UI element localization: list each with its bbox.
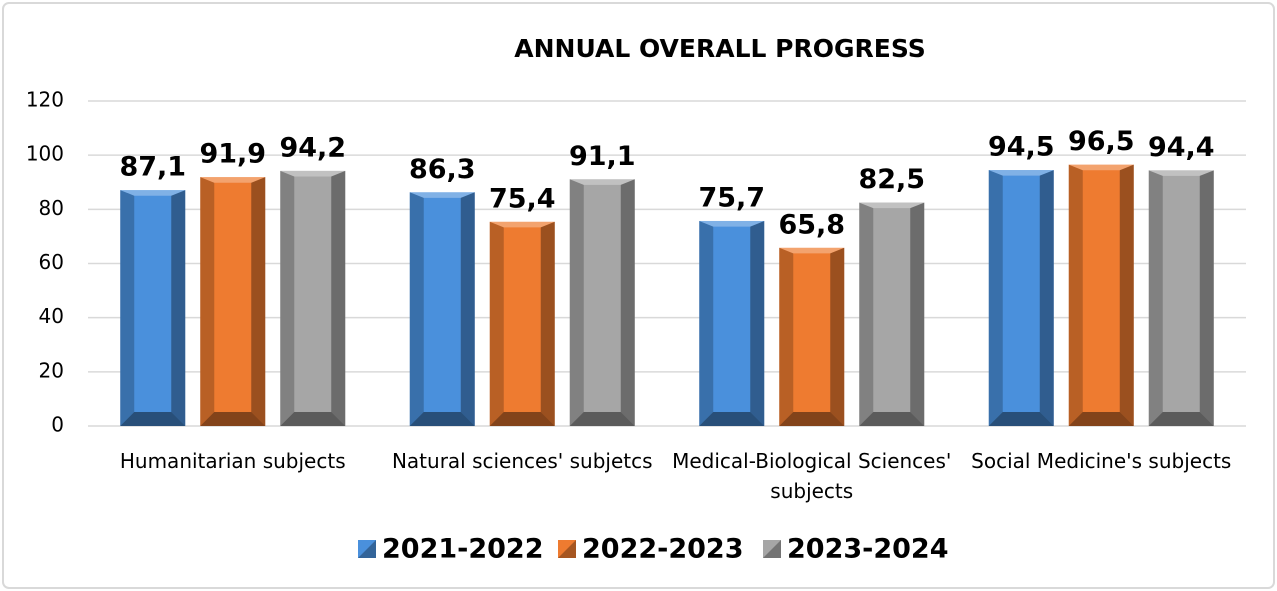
- bar-bevel-top: [569, 179, 635, 185]
- bar-bevel-bottom: [1068, 412, 1134, 426]
- data-label: 75,4: [489, 183, 556, 214]
- x-tick-label: Medical-Biological Sciences' subjects: [672, 449, 952, 503]
- legend-label: 2022-2023: [582, 534, 744, 565]
- chart-title: ANNUAL OVERALL PROGRESS: [514, 34, 925, 63]
- bar: [280, 170, 346, 426]
- bar-bevel-right: [460, 192, 475, 426]
- bar-bevel-bottom: [569, 412, 635, 426]
- bar-bevel-bottom: [1148, 412, 1214, 426]
- legend-label: 2021-2022: [382, 534, 544, 565]
- bar: [409, 192, 475, 426]
- legend-swatch-shade: [558, 540, 576, 558]
- data-label: 87,1: [119, 152, 186, 183]
- data-label: 65,8: [778, 209, 845, 240]
- bar: [1148, 170, 1214, 426]
- bar-bevel-right: [910, 202, 925, 426]
- bar-bevel-top: [280, 170, 346, 177]
- y-tick-label: 20: [39, 358, 64, 382]
- bar-bevel-left: [280, 170, 295, 426]
- bar: [699, 220, 765, 426]
- bar: [779, 247, 845, 426]
- bar-bevel-top: [1148, 170, 1214, 176]
- legend-swatch: [558, 540, 576, 558]
- bar-bevel-right: [540, 221, 555, 426]
- bar-bevel-right: [1119, 164, 1134, 427]
- legend-swatch-shade: [763, 540, 781, 558]
- data-label: 91,9: [199, 139, 266, 170]
- bar-bevel-bottom: [859, 412, 925, 426]
- bar: [200, 177, 266, 426]
- bar-bevel-top: [1068, 164, 1134, 171]
- legend-swatch: [358, 540, 376, 558]
- y-tick-label: 80: [39, 196, 64, 220]
- bar-bevel-bottom: [280, 412, 346, 426]
- bar-bevel-left: [200, 177, 215, 426]
- bar-bevel-bottom: [779, 412, 845, 426]
- bar-bevel-right: [1039, 170, 1054, 426]
- bar-bevel-top: [200, 177, 266, 183]
- bar-bevel-bottom: [409, 412, 475, 426]
- bar-bevel-right: [331, 170, 346, 426]
- bar: [859, 202, 925, 426]
- bar-bevel-top: [409, 192, 475, 198]
- data-label: 94,4: [1148, 132, 1215, 163]
- bar-bevel-right: [251, 177, 266, 426]
- y-tick-label: 100: [26, 142, 64, 166]
- bar-bevel-left: [1068, 164, 1083, 427]
- bar-bevel-left: [699, 220, 714, 426]
- bar-bevel-top: [120, 190, 186, 196]
- bar-bevel-left: [859, 202, 874, 426]
- y-tick-label: 60: [39, 250, 64, 274]
- bar-bevel-right: [750, 220, 765, 426]
- bar-bevel-top: [859, 202, 925, 209]
- y-tick-label: 0: [51, 413, 64, 437]
- data-label: 96,5: [1068, 126, 1135, 157]
- bar-bevel-left: [489, 221, 504, 426]
- bar-bevel-left: [988, 170, 1003, 426]
- bar: [988, 170, 1054, 426]
- bar-bevel-left: [569, 179, 584, 426]
- bar: [1068, 164, 1134, 427]
- legend-label: 2023-2024: [787, 534, 949, 565]
- data-label: 94,5: [988, 132, 1055, 163]
- legend-swatch: [763, 540, 781, 558]
- bar-bevel-bottom: [988, 412, 1054, 426]
- bar-bevel-top: [988, 170, 1054, 176]
- bar: [120, 190, 186, 426]
- bar-bevel-left: [409, 192, 424, 426]
- bar-bevel-right: [830, 247, 845, 426]
- bar-bevel-bottom: [699, 412, 765, 426]
- bar-bevel-top: [489, 221, 555, 228]
- bar-bevel-bottom: [120, 412, 186, 426]
- bar-bevel-right: [620, 179, 635, 426]
- bar: [489, 221, 555, 426]
- bar-bevel-left: [1148, 170, 1163, 426]
- bar-bevel-left: [120, 190, 135, 426]
- bar: [569, 179, 635, 426]
- bar-bevel-right: [171, 190, 186, 426]
- bar-bevel-bottom: [489, 412, 555, 426]
- bar-bevel-left: [779, 247, 794, 426]
- data-label: 75,7: [698, 182, 765, 213]
- y-tick-label: 40: [39, 304, 64, 328]
- x-tick-label: Natural sciences' subjetcs: [391, 449, 653, 473]
- y-tick-label: 120: [26, 88, 64, 112]
- x-tick-label: Social Medicine's subjects: [971, 449, 1232, 473]
- bar-bevel-right: [1199, 170, 1214, 426]
- data-label: 91,1: [569, 141, 636, 172]
- data-label: 82,5: [858, 164, 925, 195]
- data-label: 86,3: [409, 154, 476, 185]
- data-label: 94,2: [279, 132, 346, 163]
- bar-bevel-top: [699, 220, 765, 227]
- bar-bevel-top: [779, 247, 845, 254]
- x-tick-label: Humanitarian subjects: [119, 449, 346, 473]
- legend-swatch-shade: [358, 540, 376, 558]
- bar-bevel-bottom: [200, 412, 266, 426]
